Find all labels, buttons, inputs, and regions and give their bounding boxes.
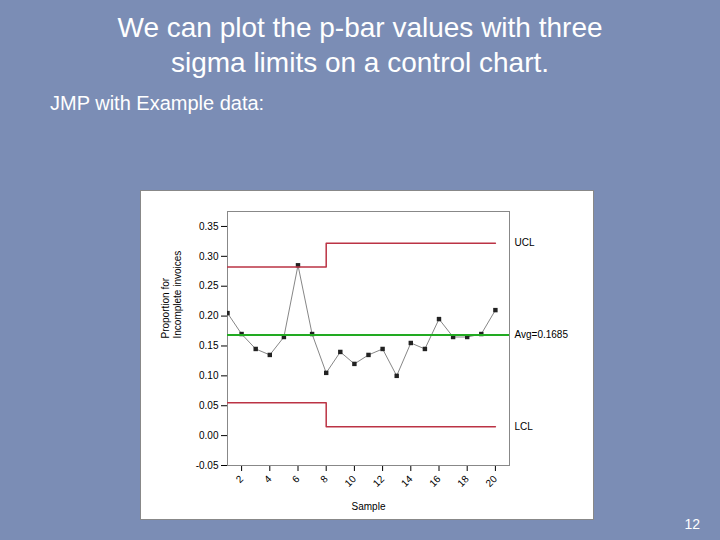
html-text:We can plot the p-bar values w: We can plot the p-bar values with three … (117, 12, 603, 78)
svg-text:0.20: 0.20 (199, 310, 219, 321)
svg-text:20: 20 (483, 473, 499, 489)
html-text:12: 12 (684, 516, 700, 532)
svg-text:2: 2 (234, 473, 246, 485)
svg-text:18: 18 (455, 473, 471, 489)
svg-text:8: 8 (318, 473, 330, 485)
html-text:JMP with Example data:: JMP with Example data: (50, 92, 265, 114)
svg-text:0.15: 0.15 (199, 340, 219, 351)
svg-text:-0.05: -0.05 (196, 460, 219, 471)
svg-text:LCL: LCL (515, 421, 534, 432)
svg-text:0.30: 0.30 (199, 251, 219, 262)
svg-text:10: 10 (342, 473, 358, 489)
svg-text:UCL: UCL (515, 237, 535, 248)
svg-text:0.35: 0.35 (199, 221, 219, 232)
svg-text:0.05: 0.05 (199, 400, 219, 411)
svg-text:16: 16 (427, 473, 443, 489)
svg-text:0.00: 0.00 (199, 430, 219, 441)
svg-text:4: 4 (262, 473, 274, 485)
svg-text:0.10: 0.10 (199, 370, 219, 381)
svg-text:6: 6 (290, 473, 302, 485)
svg-text:12: 12 (371, 473, 387, 489)
svg-text:0.25: 0.25 (199, 280, 219, 291)
svg-text:Sample: Sample (352, 501, 386, 512)
svg-text:Avg=0.1685: Avg=0.1685 (515, 329, 569, 340)
svg-text:14: 14 (399, 473, 415, 489)
svg-text:Proportion forIncomplete invoi: Proportion forIncomplete invoices (160, 251, 183, 339)
